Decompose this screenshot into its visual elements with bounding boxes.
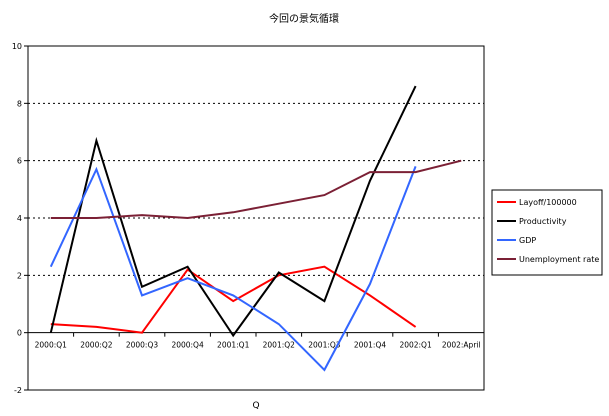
x-tick-label: 2000:Q2 [80,341,113,350]
x-tick-label: 2001:Q2 [263,341,296,350]
x-tick-label: 2001:Q1 [217,341,250,350]
x-tick-label: 2000:Q3 [126,341,159,350]
legend-label: Productivity [519,217,567,226]
legend-box [491,189,603,276]
y-tick-label: 0 [17,329,22,338]
y-tick-label: 8 [17,99,22,108]
chart-title: 今回の景気循環 [269,12,339,25]
x-axis-title: Q [252,401,259,411]
x-tick-label: 2000:Q4 [171,341,204,350]
y-tick-label: -2 [14,386,22,395]
series-line-productivity [49,85,417,338]
y-tick-label: 10 [12,42,22,51]
y-tick-label: 6 [17,157,22,166]
x-tick-label: 2001:Q4 [354,341,387,350]
x-tick-label: 2002:Q1 [399,341,432,350]
y-tick-label: 4 [17,214,22,223]
x-tick-label: 2000:Q1 [35,341,68,350]
series-line-layoff-100000 [50,265,417,334]
series-line-gdp [49,166,417,372]
x-tick-label: 2002:April [442,341,481,350]
series-lines [49,85,462,372]
y-tick-label: 2 [17,271,22,280]
legend: Layoff/100000 Productivity GDP Unemployment… [491,189,603,276]
x-axis: 2000:Q1 2000:Q2 2000:Q3 2000:Q4 2001:Q1 2001:… [27,332,481,350]
y-axis: -2 0 2 4 6 8 10 [12,42,28,395]
legend-label: Layoff/100000 [519,198,577,207]
x-tick-label: 2001:Q3 [308,341,341,350]
series-line-unemployment-rate [50,159,462,220]
legend-label: GDP [519,236,536,245]
legend-label: Unemployment rate [519,255,599,264]
